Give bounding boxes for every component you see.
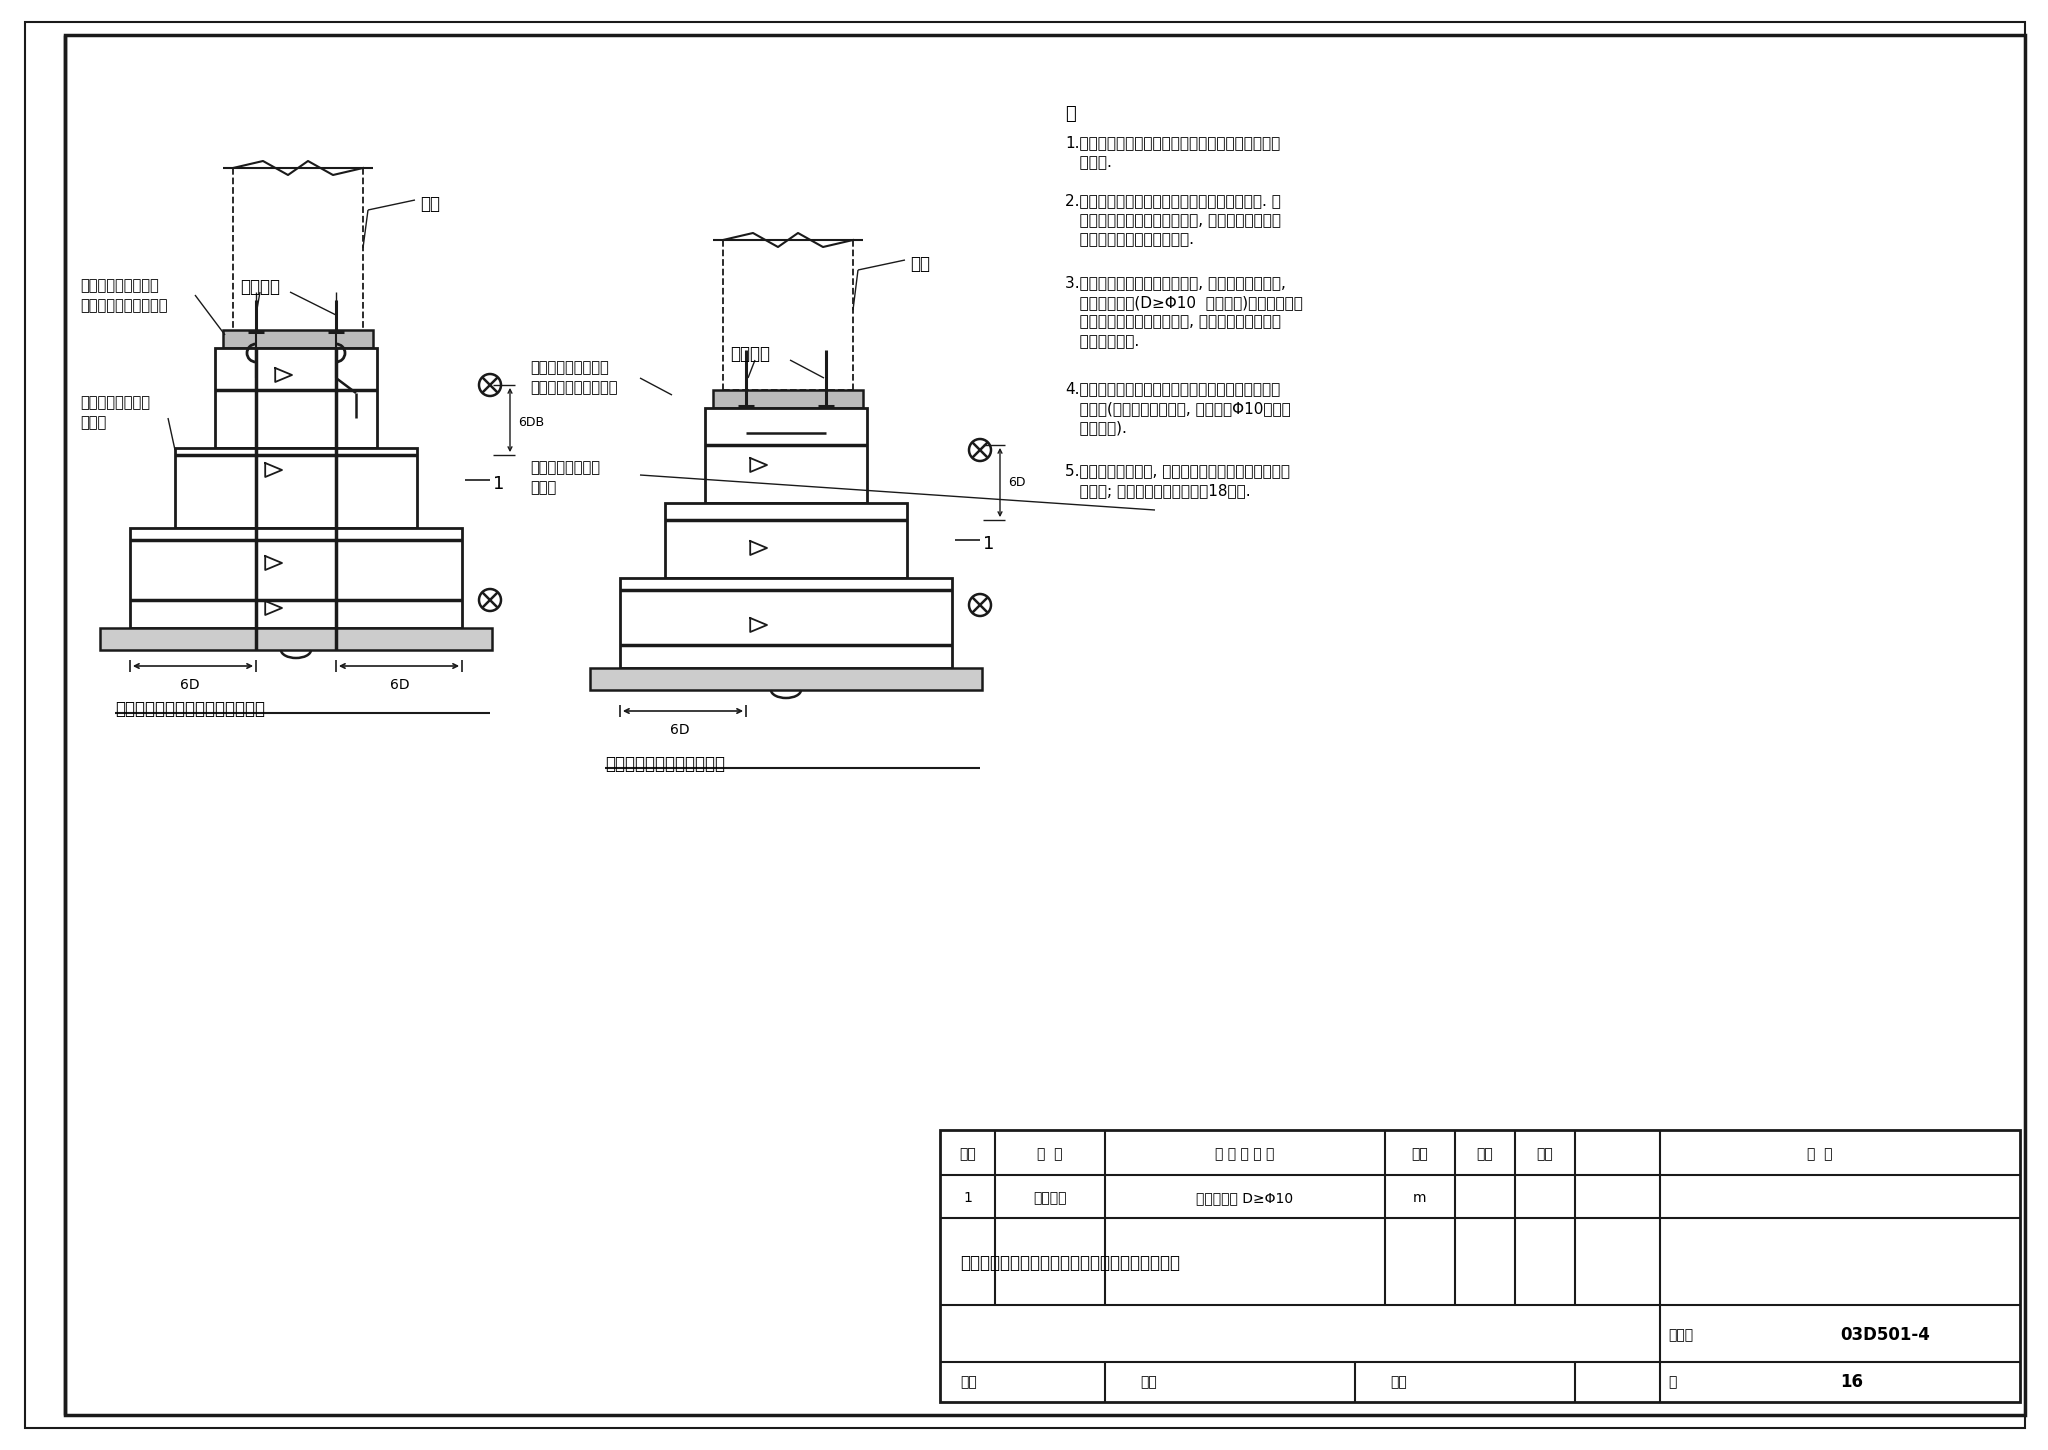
Text: 1: 1	[494, 476, 504, 493]
Text: 设计: 设计	[1391, 1375, 1407, 1389]
Text: 钢柱就位后将螺母与
钢柱、螺栓焊接在一起: 钢柱就位后将螺母与 钢柱、螺栓焊接在一起	[80, 278, 168, 313]
Text: 钢柱: 钢柱	[420, 194, 440, 213]
Text: 5.当基础底有桩基时, 将每一桩基的一根主筋同承台钢
   筋焊接; 当不能直接焊接时按页18施工.: 5.当基础底有桩基时, 将每一桩基的一根主筋同承台钢 筋焊接; 当不能直接焊接时…	[1065, 463, 1290, 497]
Text: 序号: 序号	[961, 1147, 977, 1161]
Bar	[215, 348, 377, 448]
Text: 1: 1	[963, 1190, 973, 1205]
Bar	[940, 1130, 2019, 1402]
Bar	[100, 628, 492, 650]
Text: 图集号: 图集号	[1667, 1328, 1694, 1343]
Text: m: m	[1413, 1190, 1427, 1205]
Text: 校对: 校对	[1141, 1375, 1157, 1389]
Text: 页: 页	[1667, 1375, 1677, 1389]
Text: 4.将与地脚螺栓焊接的那一根垂直钢筋焊接到水平钢
   筋网上(当不能直接焊接时, 采用一段Φ10钢筋或
   圆钢跨焊).: 4.将与地脚螺栓焊接的那一根垂直钢筋焊接到水平钢 筋网上(当不能直接焊接时, 采…	[1065, 381, 1290, 435]
Bar	[621, 579, 952, 668]
Bar	[129, 528, 463, 628]
Bar	[590, 668, 981, 690]
Text: 结构设计中原有的
钢筋网: 结构设计中原有的 钢筋网	[530, 460, 600, 494]
Bar	[223, 331, 373, 348]
Text: 钢柱仅有水平钢筋网的基础: 钢柱仅有水平钢筋网的基础	[604, 755, 725, 773]
Text: 单位: 单位	[1411, 1147, 1427, 1161]
Text: 名  称: 名 称	[1036, 1147, 1063, 1161]
Bar	[713, 390, 862, 407]
Text: 03D501-4: 03D501-4	[1839, 1325, 1929, 1344]
Text: 备  注: 备 注	[1806, 1147, 1833, 1161]
Text: 页次: 页次	[1536, 1147, 1552, 1161]
Bar	[174, 448, 418, 528]
Text: 注: 注	[1065, 104, 1075, 123]
Text: 型 号 及 规 格: 型 号 及 规 格	[1214, 1147, 1274, 1161]
Bar	[705, 407, 866, 503]
Bar	[666, 503, 907, 579]
Text: 地脚螺栓: 地脚螺栓	[240, 278, 281, 296]
Text: 1: 1	[983, 535, 995, 552]
Text: 6D: 6D	[391, 679, 410, 692]
Text: 16: 16	[1839, 1373, 1864, 1391]
Text: 6DB: 6DB	[518, 416, 545, 429]
Text: 6D: 6D	[1008, 476, 1026, 489]
Text: 1.每个基础中仅需一个地脚螺栓通过连接导体与钢筋
   网连接.: 1.每个基础中仅需一个地脚螺栓通过连接导体与钢筋 网连接.	[1065, 135, 1280, 170]
Text: 6D: 6D	[180, 679, 201, 692]
Text: 连接导体: 连接导体	[1034, 1190, 1067, 1205]
Text: 结构设计中原有的
钢筋网: 结构设计中原有的 钢筋网	[80, 394, 150, 429]
Text: 钢柱就位后将螺母与
钢柱、螺栓焊接在一起: 钢柱就位后将螺母与 钢柱、螺栓焊接在一起	[530, 360, 618, 394]
Text: 钢柱: 钢柱	[909, 255, 930, 273]
Text: 地脚螺栓: 地脚螺栓	[729, 345, 770, 362]
Text: 审核: 审核	[961, 1375, 977, 1389]
Text: 2.连接导体与地脚螺栓和钢筋网的连接采用焊接. 在
   施工现场没有条件进行焊接时, 应预先在钢筋网加
   工场地焊好后运往施工现场.: 2.连接导体与地脚螺栓和钢筋网的连接采用焊接. 在 施工现场没有条件进行焊接时,…	[1065, 193, 1280, 248]
Text: 利用钢筋混凝土基础中的钢筋作接地极安装（一）: 利用钢筋混凝土基础中的钢筋作接地极安装（一）	[961, 1254, 1180, 1272]
Text: 3.当不能按本图利用地脚螺栓时, 则应采用焊接施工,
   此时连接导体(D≥Φ10  镀锌圆钢)引出基础的地
   方应在钢柱就位的边线外面, 并在钢柱就位后: 3.当不能按本图利用地脚螺栓时, 则应采用焊接施工, 此时连接导体(D≥Φ10 …	[1065, 276, 1303, 349]
Text: 数量: 数量	[1477, 1147, 1493, 1161]
Text: 钢柱型有垂直和水平钢筋网的基础: 钢柱型有垂直和水平钢筋网的基础	[115, 700, 264, 718]
Text: 圆钢或钢筋 D≥Φ10: 圆钢或钢筋 D≥Φ10	[1196, 1190, 1294, 1205]
Text: 6D: 6D	[670, 724, 690, 737]
